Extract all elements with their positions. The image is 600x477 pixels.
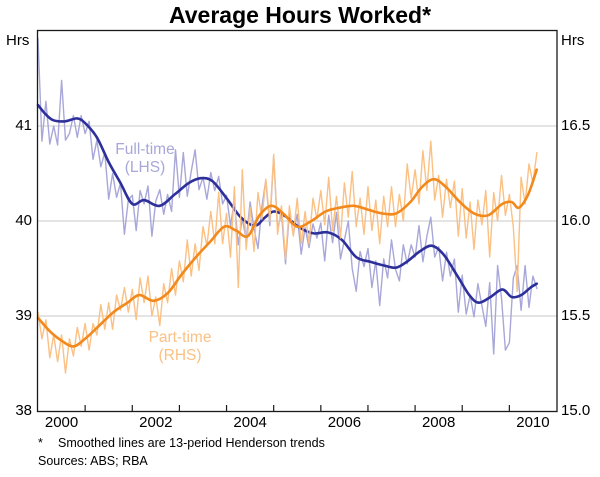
series-label-fulltime-name: Full-time xyxy=(115,141,175,158)
y-axis-unit-left: Hrs xyxy=(6,32,30,49)
parttime-trend-line xyxy=(36,168,538,348)
series-label-parttime-name: Part-time xyxy=(148,329,212,346)
y-tick-label-left: 39 xyxy=(15,307,32,324)
series-label-fulltime-axis: (LHS) xyxy=(124,159,166,176)
y-tick-label-right: 16.5 xyxy=(561,117,591,134)
footnote-marker: * xyxy=(38,436,43,450)
x-tick-label: 2008 xyxy=(421,414,456,431)
y-tick-label-left: 38 xyxy=(15,402,32,419)
x-tick-label: 2010 xyxy=(516,414,550,431)
footnote: * Smoothed lines are 13-period Henderson… xyxy=(38,436,578,450)
x-tick-label: 2006 xyxy=(327,414,362,431)
series-label-parttime: Part-time (RHS) xyxy=(133,329,227,365)
plot-border xyxy=(36,29,558,413)
sources-text: Sources: ABS; RBA xyxy=(38,454,148,468)
y-tick-label-left: 40 xyxy=(15,212,32,229)
x-tick-label: 2000 xyxy=(44,414,79,431)
y-tick-label-right: 16.0 xyxy=(561,212,591,229)
y-axis-unit-right: Hrs xyxy=(561,32,585,49)
page-title: Average Hours Worked* xyxy=(168,2,432,28)
x-tick-label: 2002 xyxy=(139,414,173,431)
series-label-fulltime: Full-time (LHS) xyxy=(100,141,190,177)
y-tick-label-right: 15.0 xyxy=(561,402,591,419)
x-tick-label: 2004 xyxy=(233,414,267,431)
series-label-parttime-axis: (RHS) xyxy=(158,347,202,364)
y-tick-label-right: 15.5 xyxy=(561,307,591,324)
y-tick-label-left: 41 xyxy=(15,117,32,134)
footnote-text: Smoothed lines are 13-period Henderson t… xyxy=(58,436,325,450)
